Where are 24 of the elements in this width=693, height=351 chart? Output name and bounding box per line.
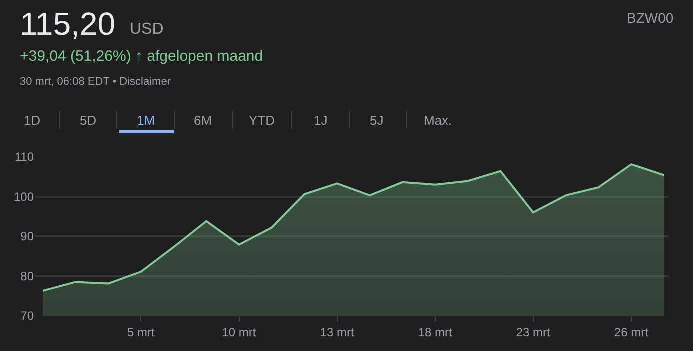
text: 1D	[24, 113, 41, 128]
text: BZW00	[627, 10, 674, 26]
text: 1M	[137, 113, 156, 128]
text: 5J	[370, 113, 384, 128]
x-tick-label: 23 mrt	[516, 325, 552, 340]
chart-title: 115,20	[20, 6, 116, 42]
x-tick-label: 10 mrt	[222, 325, 257, 340]
y-tick-label: 70	[20, 309, 34, 324]
y-tick-label: 100	[14, 190, 34, 204]
text: YTD	[249, 113, 275, 128]
text: 30 mrt, 06:08 EDT • Disclaimer	[20, 76, 172, 88]
text: +39,04 (51,26%) ↑ afgelopen maand	[20, 48, 264, 65]
x-tick-label: 18 mrt	[418, 325, 454, 340]
text: Max.	[424, 113, 452, 128]
chart-subtitle: USD	[130, 21, 164, 38]
text: 5D	[80, 113, 97, 128]
y-tick-label: 80	[20, 269, 34, 284]
text: 6M	[194, 113, 212, 128]
y-tick-label: 110	[14, 150, 34, 164]
x-tick-label: 5 mrt	[128, 325, 156, 340]
x-tick-label: 13 mrt	[320, 325, 355, 340]
x-tick-label: 26 mrt	[614, 325, 650, 340]
y-tick-label: 90	[20, 230, 34, 244]
text: 1J	[314, 113, 328, 128]
